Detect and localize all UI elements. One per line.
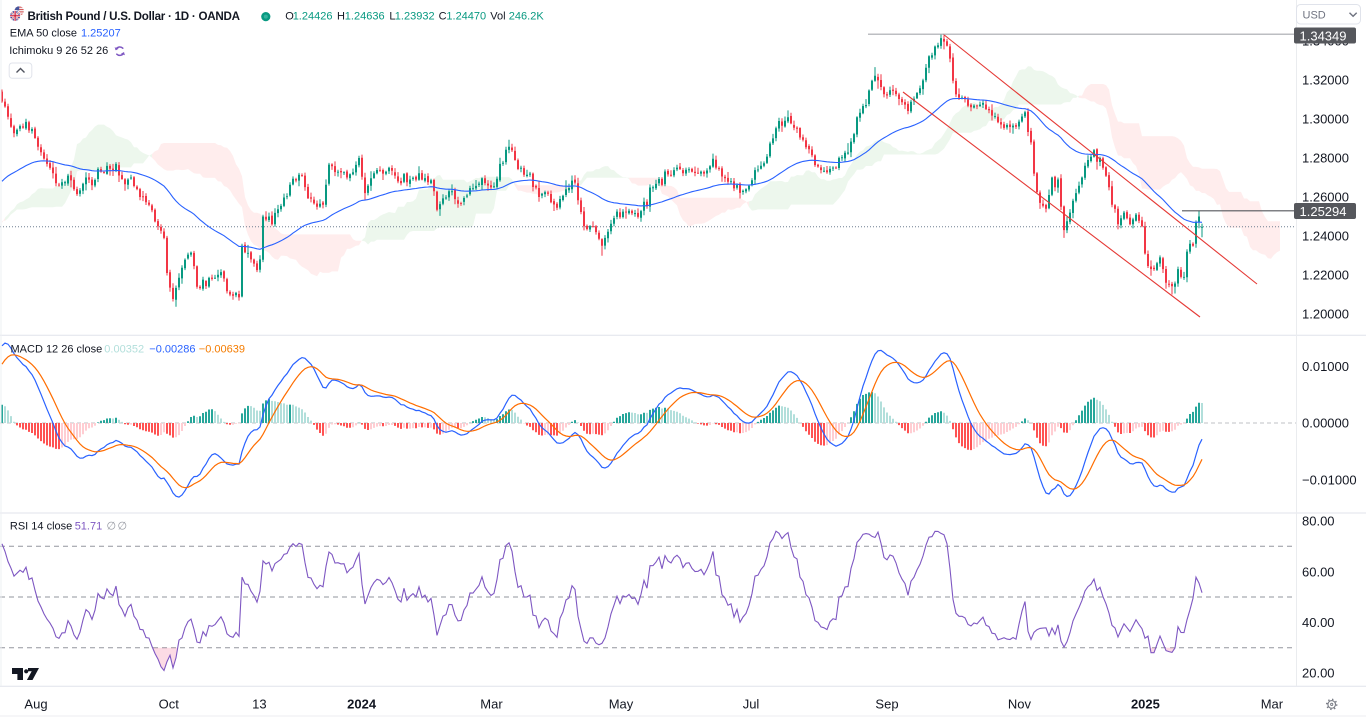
svg-text:60.00: 60.00	[1302, 564, 1335, 579]
svg-text:1.23932: 1.23932	[395, 11, 435, 23]
svg-text:Aug: Aug	[24, 697, 47, 712]
svg-text:Mar: Mar	[480, 697, 503, 712]
svg-text:1.28000: 1.28000	[1302, 151, 1349, 166]
svg-text:Sep: Sep	[875, 697, 898, 712]
svg-text:0.00000: 0.00000	[1302, 416, 1349, 431]
svg-text:13: 13	[252, 697, 266, 712]
svg-text:1.24470: 1.24470	[446, 11, 486, 23]
svg-text:Vol: Vol	[490, 11, 505, 23]
svg-text:1.20000: 1.20000	[1302, 307, 1349, 322]
svg-text:British Pound / U.S. Dollar ·: British Pound / U.S. Dollar · 1D · OANDA	[28, 10, 241, 23]
svg-text:Nov: Nov	[1008, 697, 1032, 712]
svg-text:1.24426: 1.24426	[293, 11, 333, 23]
svg-text:L: L	[389, 11, 395, 23]
svg-text:2024: 2024	[347, 697, 377, 712]
svg-text:51.71: 51.71	[75, 520, 103, 532]
svg-text:1.25207: 1.25207	[81, 28, 121, 40]
svg-text:Ichimoku 9 26 52 26: Ichimoku 9 26 52 26	[9, 45, 108, 57]
svg-text:−0.00639: −0.00639	[199, 343, 245, 355]
svg-text:RSI 14 close: RSI 14 close	[10, 520, 72, 532]
svg-text:Mar: Mar	[1261, 697, 1284, 712]
svg-text:May: May	[609, 697, 634, 712]
svg-text:O: O	[285, 11, 294, 23]
svg-text:−0.00286: −0.00286	[149, 343, 195, 355]
svg-text:Oct: Oct	[159, 697, 180, 712]
svg-text:20.00: 20.00	[1302, 666, 1335, 681]
svg-text:1.30000: 1.30000	[1302, 112, 1349, 127]
svg-text:1.34349: 1.34349	[1300, 28, 1347, 43]
svg-text:40.00: 40.00	[1302, 615, 1335, 630]
svg-text:C: C	[439, 11, 447, 23]
svg-text:H: H	[337, 11, 345, 23]
svg-text:∅: ∅	[107, 520, 117, 532]
svg-text:MACD 12 26 close: MACD 12 26 close	[11, 343, 103, 355]
svg-text:246.2K: 246.2K	[509, 11, 545, 23]
svg-text:1.26000: 1.26000	[1302, 190, 1349, 205]
svg-text:1.22000: 1.22000	[1302, 268, 1349, 283]
svg-text:∅: ∅	[118, 520, 128, 532]
svg-text:−0.01000: −0.01000	[1302, 472, 1357, 487]
svg-text:USD: USD	[1303, 10, 1326, 22]
svg-text:1.24000: 1.24000	[1302, 229, 1349, 244]
svg-text:80.00: 80.00	[1302, 514, 1335, 529]
svg-text:1.24636: 1.24636	[345, 11, 385, 23]
svg-text:0.00352: 0.00352	[104, 343, 144, 355]
svg-text:1.32000: 1.32000	[1302, 73, 1349, 88]
svg-text:2025: 2025	[1131, 697, 1160, 712]
svg-text:1.25294: 1.25294	[1300, 204, 1347, 219]
svg-text:Jul: Jul	[743, 697, 760, 712]
svg-text:EMA 50 close: EMA 50 close	[10, 28, 77, 40]
svg-text:0.01000: 0.01000	[1302, 359, 1349, 374]
